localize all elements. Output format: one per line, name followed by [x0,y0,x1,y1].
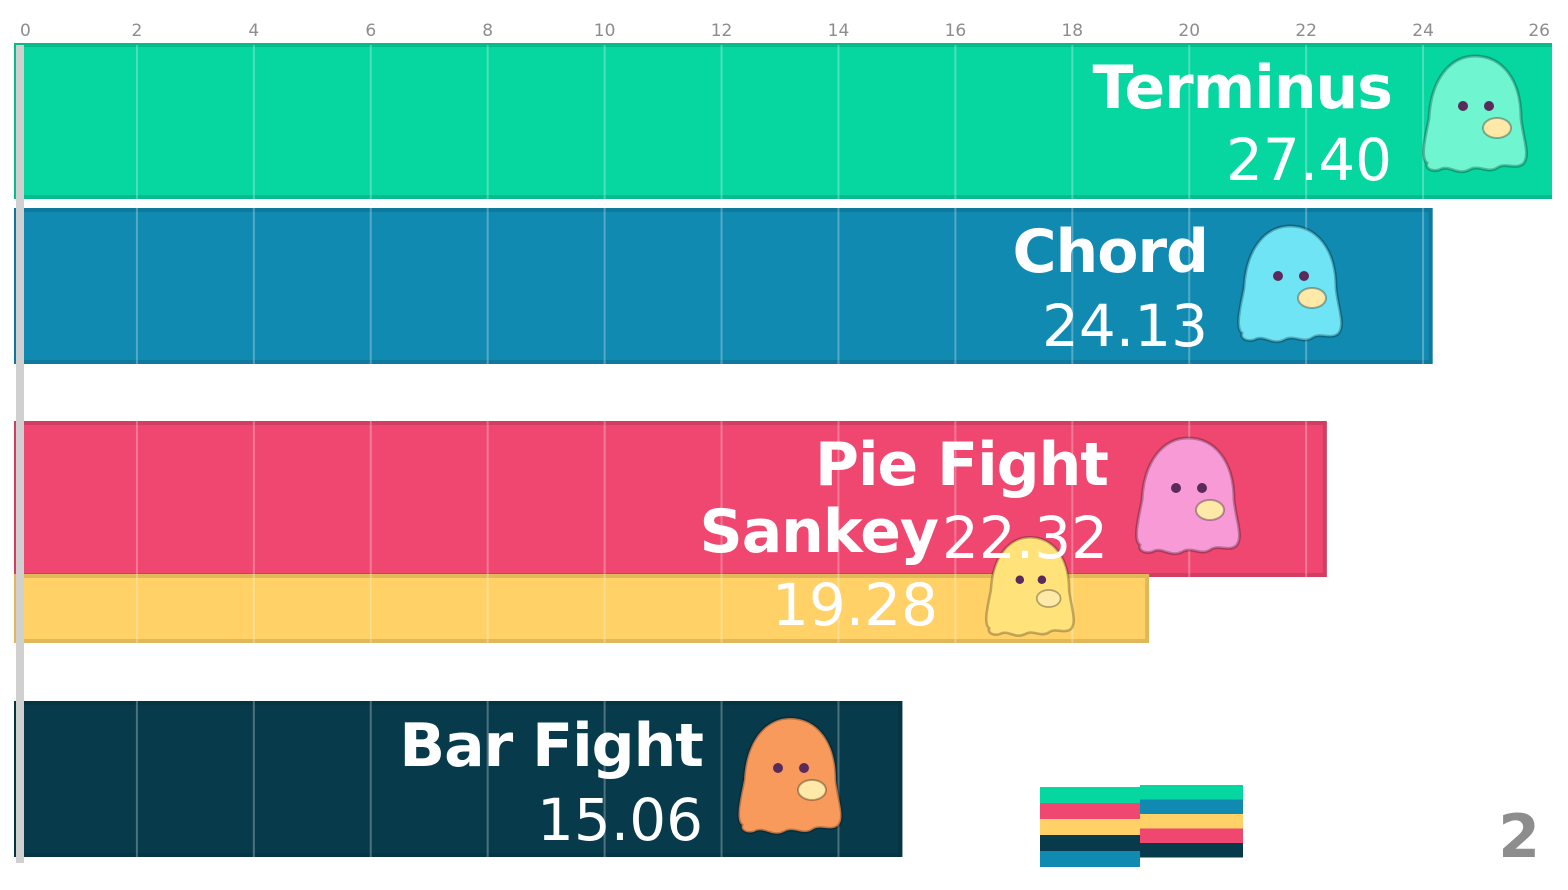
ghost-eye [1171,483,1181,493]
bar-label-name: Terminus [1093,53,1392,123]
legend-swatch [1140,814,1243,829]
ghost-eye [1037,575,1047,585]
y-axis-line [16,45,24,863]
ghost-blob-icon [984,536,1075,637]
ghost-body [1422,54,1528,174]
ghost-eye [799,763,809,773]
legend-swatch [1040,787,1140,803]
ghost-eye [1015,575,1025,585]
ghost-eye [1197,483,1207,493]
ghost-body [1237,224,1343,344]
ghost-treat [1195,499,1225,521]
ghost-eye [773,763,783,773]
bar-pie-fight [14,421,1327,577]
bar-label-value: 24.13 [1042,292,1208,360]
x-tick-label: 0 [20,21,31,41]
x-axis: 0 2 4 6 8 10 12 14 16 18 20 22 24 26 [20,21,1550,41]
ghost-soda-icon [1237,224,1343,344]
mascot-layer [737,54,1528,836]
ghost-eye [1299,271,1309,281]
ghost-cake-icon [1135,436,1241,556]
ghost-treat [1035,589,1062,608]
legend-swatch [1040,835,1140,851]
x-tick-label: 18 [1061,21,1083,41]
ghost-eye [1484,101,1494,111]
frame-counter: 2 [1498,802,1540,872]
ghost-body [984,536,1075,637]
bar-label-value: 19.28 [772,571,938,639]
x-tick-label: 24 [1412,21,1434,41]
x-tick-label: 16 [945,21,967,41]
bar-label-name: Bar Fight [399,711,703,781]
legend-swatch [1140,799,1243,814]
ghost-popcorn-icon [1422,54,1528,174]
ghost-boba-icon [737,716,843,836]
legend-swatch [1040,803,1140,819]
legend-swatch [1040,819,1140,835]
ghost-treat [797,779,827,801]
gridlines [135,45,1425,862]
bar-chord [14,208,1433,364]
x-tick-label: 26 [1528,21,1550,41]
x-tick-label: 6 [365,21,376,41]
legend-swatch [1140,785,1243,800]
x-tick-label: 10 [594,21,616,41]
x-tick-label: 12 [711,21,733,41]
bar-label-name: Pie Fight [815,430,1108,500]
bar-terminus [14,43,1552,199]
bars [14,43,1552,857]
ghost-body [1135,436,1241,556]
ghost-treat [1482,117,1512,139]
bar-label-name: Sankey [699,497,938,567]
x-tick-label: 20 [1178,21,1200,41]
x-tick-label: 8 [482,21,493,41]
bar-label-value: 15.06 [537,786,703,854]
x-tick-label: 2 [132,21,143,41]
ghost-eye [1273,271,1283,281]
bar-label-value: 22.32 [942,504,1108,572]
x-tick-label: 14 [828,21,850,41]
bar-label-value: 27.40 [1226,126,1392,194]
ghost-body [737,716,843,836]
ghost-eye [1458,101,1468,111]
ghost-treat [1297,287,1327,309]
legend-swatch [1140,843,1243,858]
bar-label-name: Chord [1012,217,1208,287]
x-tick-label: 22 [1295,21,1317,41]
color-legend [1040,785,1243,867]
bar-sankey [14,574,1150,643]
legend-swatch [1040,851,1140,867]
x-tick-label: 4 [248,21,259,41]
legend-swatch [1140,828,1243,843]
